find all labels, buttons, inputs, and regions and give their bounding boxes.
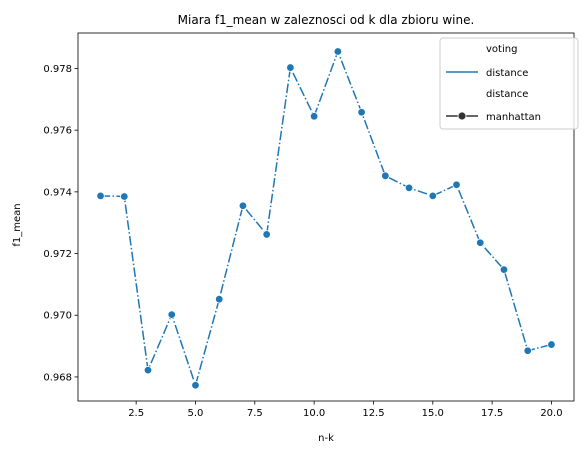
legend: voting distance distance manhattan	[439, 37, 579, 130]
legend-hue-title: voting	[486, 44, 517, 55]
legend-style-title: distance	[486, 89, 528, 100]
data-point	[357, 108, 366, 117]
x-tick-label: 7.5	[247, 408, 263, 419]
data-point	[167, 310, 176, 319]
legend-box	[439, 37, 579, 130]
data-point	[333, 47, 343, 56]
plot-area-frame	[77, 32, 575, 402]
y-axis-label: f1_mean	[12, 203, 23, 246]
data-point	[143, 365, 153, 375]
y-axis-ticks: 0.968 0.970 0.972 0.974 0.976 0.978	[43, 64, 78, 383]
data-point	[215, 295, 224, 304]
y-tick-label: 0.974	[43, 187, 72, 198]
data-point	[309, 112, 319, 121]
x-tick-label: 12.5	[362, 408, 384, 419]
legend-style-entry: manhattan	[486, 112, 541, 123]
x-tick-label: 20.0	[540, 408, 562, 419]
data-point	[96, 191, 105, 201]
data-point	[120, 192, 129, 201]
data-point	[428, 191, 437, 201]
data-point	[262, 230, 271, 239]
series-line-distance	[100, 49, 552, 388]
data-point	[499, 265, 509, 274]
y-tick-label: 0.978	[43, 64, 72, 75]
x-tick-label: 17.5	[481, 408, 503, 419]
y-tick-label: 0.972	[43, 249, 72, 260]
x-axis-ticks: 2.5 5.0 7.5 10.0 12.5 15.0 17.5 20.0	[128, 401, 563, 419]
legend-hue-entry: distance	[486, 68, 528, 79]
y-tick-label: 0.968	[43, 372, 72, 383]
x-tick-label: 5.0	[188, 408, 204, 419]
data-point	[452, 180, 461, 189]
chart-title: Miara f1_mean w zaleznosci od k dla zbio…	[178, 13, 475, 27]
data-point	[238, 201, 248, 210]
x-axis-label: n-k	[318, 433, 334, 444]
x-tick-label: 15.0	[422, 408, 444, 419]
data-point	[404, 183, 414, 193]
legend-marker-swatch	[457, 111, 467, 121]
y-tick-label: 0.970	[43, 311, 72, 322]
y-tick-label: 0.976	[43, 126, 72, 137]
data-point	[286, 63, 295, 72]
x-tick-label: 10.0	[303, 408, 325, 419]
data-point	[547, 340, 556, 349]
data-point	[381, 171, 390, 181]
data-point	[191, 381, 200, 390]
x-tick-label: 2.5	[128, 408, 144, 419]
data-point	[523, 346, 532, 355]
plot-layer	[96, 47, 556, 390]
data-point	[476, 238, 485, 247]
